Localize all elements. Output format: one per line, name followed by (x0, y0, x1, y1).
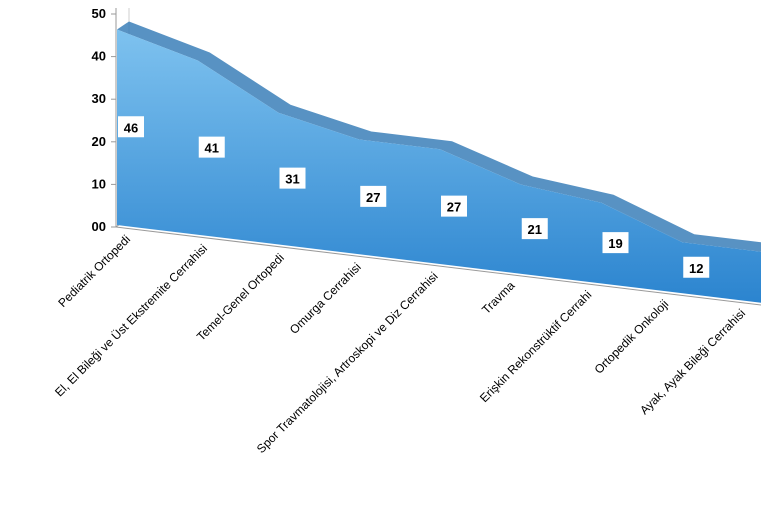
y-axis-ticks: 00 10 20 30 40 50 (92, 6, 106, 234)
area-top-ridge (117, 21, 761, 252)
x-tick-label: Omurga Cerrahisi (287, 260, 364, 337)
data-label: 46 (118, 116, 144, 138)
y-tick-label: 10 (92, 176, 106, 191)
data-labels: 464131272721191212 (118, 116, 710, 278)
data-label-value: 21 (528, 222, 542, 237)
data-label-box (360, 185, 387, 207)
y-tick-label: 20 (92, 134, 106, 149)
data-label-box (602, 232, 629, 254)
data-label-box (198, 136, 225, 158)
y-tick-label: 00 (92, 219, 106, 234)
data-label: 27 (360, 185, 387, 207)
data-label-box (521, 218, 548, 240)
data-label-box (118, 116, 144, 138)
data-label-value: 46 (124, 120, 138, 135)
x-tick-label: Pediatrik Ortopedi (55, 232, 133, 310)
x-tick-label: El, El Bileği ve Üst Ekstremite Cerrahis… (52, 241, 210, 399)
data-label-box (683, 256, 710, 278)
data-label: 31 (279, 167, 306, 189)
x-tick-label: Ortopedik Onkoloji (592, 297, 672, 377)
data-label: 19 (602, 232, 629, 254)
data-label-box (441, 195, 467, 217)
x-tick-label: Spor Travmatolojisi, Artroskopi ve Diz C… (254, 269, 441, 456)
y-tick-label: 30 (92, 91, 106, 106)
x-axis-line (115, 226, 761, 306)
data-label: 21 (521, 218, 548, 240)
area-series (117, 29, 761, 303)
x-tick-label: Temel-Genel Ortopedi (194, 251, 287, 344)
data-label-value: 27 (447, 200, 461, 215)
data-label: 12 (683, 256, 710, 278)
data-label-box (279, 167, 306, 189)
y-tick-label: 50 (92, 6, 106, 21)
data-label: 27 (441, 195, 467, 217)
data-label: 41 (198, 136, 225, 158)
data-label-value: 31 (285, 172, 299, 187)
plot-area (117, 21, 761, 303)
data-label-value: 27 (366, 190, 380, 205)
data-label-value: 19 (608, 236, 622, 251)
data-label-value: 12 (689, 261, 703, 276)
y-tick-label: 40 (92, 49, 106, 64)
x-tick-label: Travma (479, 278, 518, 317)
data-label-value: 41 (205, 141, 219, 156)
